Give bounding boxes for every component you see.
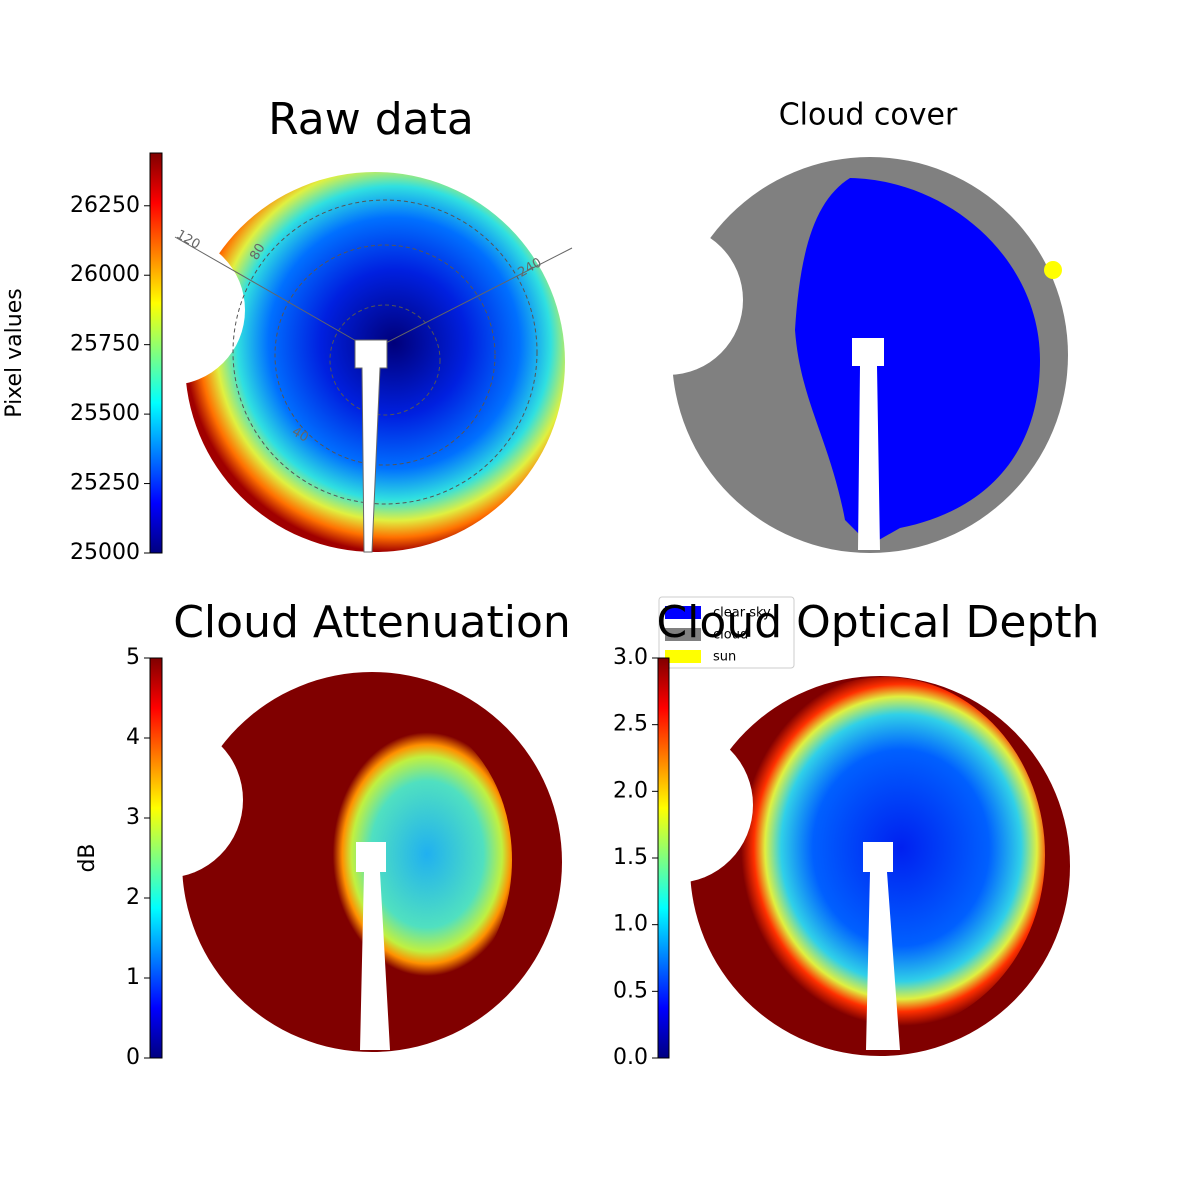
legend-label: cloud [713, 628, 748, 643]
y-tick-label: 25000 [70, 540, 140, 565]
y-tick-label: 1.0 [613, 912, 648, 937]
angle-annotation: 80 [247, 241, 268, 263]
optical-depth-image [597, 676, 1070, 1056]
colorbar [149, 657, 163, 1059]
y-tick-label: 2.5 [613, 712, 648, 737]
sky-image [95, 172, 573, 553]
y-tick-label: 0.0 [613, 1045, 648, 1070]
legend-swatch [665, 606, 701, 619]
y-tick-label: 26000 [70, 262, 140, 287]
y-tick-label: 1.5 [613, 845, 648, 870]
chart-title: Cloud Attenuation [173, 597, 571, 648]
y-axis-label: Pixel values [2, 288, 27, 417]
y-tick-label: 26250 [70, 193, 140, 218]
legend-label: clear sky [713, 606, 771, 621]
y-tick-label: 25250 [70, 471, 140, 496]
colorbar [657, 657, 670, 1059]
legend-swatch [665, 650, 701, 663]
legend-label: sun [713, 650, 736, 665]
y-tick-label: 0.5 [613, 978, 648, 1003]
angle-annotation: 40 [289, 424, 311, 445]
y-tick-label: 1 [126, 965, 140, 990]
y-tick-label: 25500 [70, 401, 140, 426]
legend-swatch [665, 628, 701, 641]
y-tick-label: 2 [126, 885, 140, 910]
colorbar [149, 152, 163, 554]
y-tick-label: 3 [126, 805, 140, 830]
y-tick-label: 4 [126, 725, 140, 750]
y-tick-label: 3.0 [613, 645, 648, 670]
y-tick-label: 2.0 [613, 778, 648, 803]
y-axis-label: dB [75, 843, 100, 872]
cloud-mask [593, 157, 1068, 553]
y-tick-label: 25750 [70, 332, 140, 357]
chart-title: Cloud cover [779, 98, 958, 133]
chart-title: Raw data [268, 94, 474, 145]
y-tick-label: 5 [126, 645, 140, 670]
chart-title: Cloud Optical Depth [656, 597, 1099, 648]
y-tick-label: 0 [126, 1045, 140, 1070]
legend: clear sky cloud sun [658, 596, 795, 669]
attenuation-image [87, 672, 562, 1052]
